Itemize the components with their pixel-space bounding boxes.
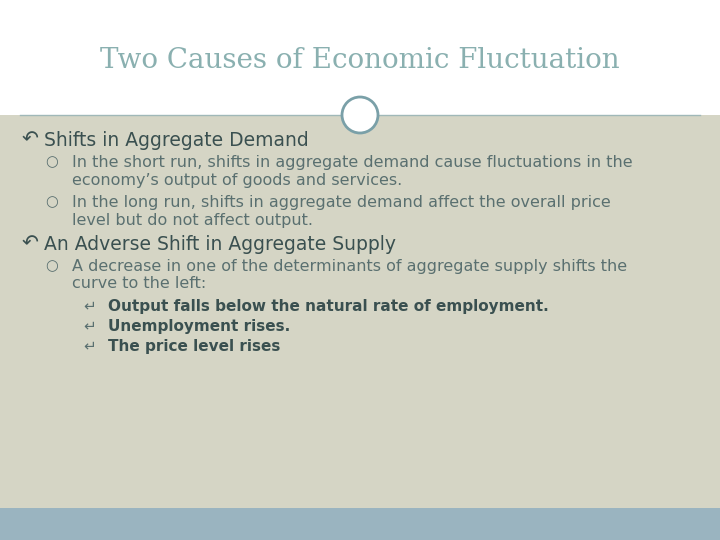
Bar <box>0 508 720 540</box>
Text: ↵: ↵ <box>84 319 96 334</box>
Text: Output falls below the natural rate of employment.: Output falls below the natural rate of e… <box>108 299 549 314</box>
Text: In the short run, shifts in aggregate demand cause fluctuations in the: In the short run, shifts in aggregate de… <box>72 154 633 170</box>
Text: ↶: ↶ <box>22 234 39 253</box>
Bar <box>0 115 720 508</box>
Text: ○: ○ <box>45 259 58 273</box>
Text: An Adverse Shift in Aggregate Supply: An Adverse Shift in Aggregate Supply <box>44 234 396 253</box>
Text: ○: ○ <box>45 194 58 210</box>
Text: The price level rises: The price level rises <box>108 339 280 354</box>
Text: ↵: ↵ <box>84 299 96 314</box>
Text: Shifts in Aggregate Demand: Shifts in Aggregate Demand <box>44 131 309 150</box>
Text: ↶: ↶ <box>22 131 39 150</box>
Bar <box>0 0 720 115</box>
Text: ↵: ↵ <box>84 339 96 354</box>
Text: Two Causes of Economic Fluctuation: Two Causes of Economic Fluctuation <box>100 46 620 73</box>
Text: curve to the left:: curve to the left: <box>72 276 206 292</box>
Text: level but do not affect output.: level but do not affect output. <box>72 213 313 227</box>
Circle shape <box>342 97 378 133</box>
Text: A decrease in one of the determinants of aggregate supply shifts the: A decrease in one of the determinants of… <box>72 259 627 273</box>
Text: Unemployment rises.: Unemployment rises. <box>108 319 290 334</box>
Text: ○: ○ <box>45 154 58 170</box>
Text: economy’s output of goods and services.: economy’s output of goods and services. <box>72 172 402 187</box>
Text: In the long run, shifts in aggregate demand affect the overall price: In the long run, shifts in aggregate dem… <box>72 194 611 210</box>
